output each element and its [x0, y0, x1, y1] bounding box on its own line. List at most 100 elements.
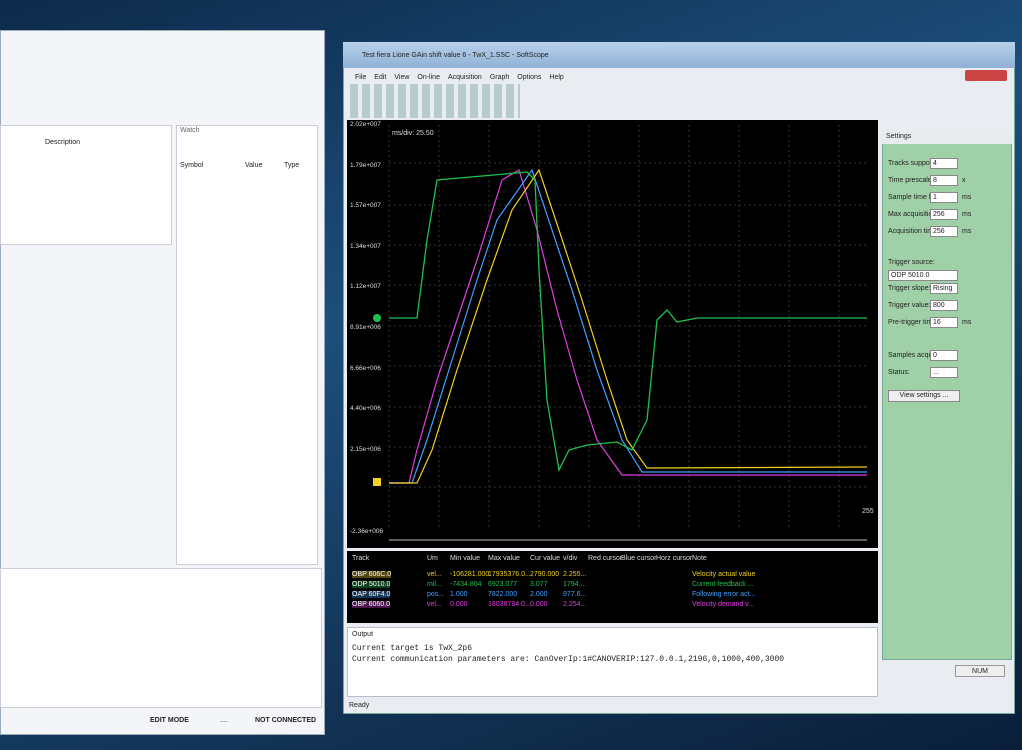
- toolbar: [350, 84, 520, 118]
- column-header: Track: [352, 555, 369, 562]
- column-header: Max value: [488, 555, 520, 562]
- column-header: Min value: [450, 555, 480, 562]
- trace-marker: [373, 478, 381, 486]
- menu-item[interactable]: Edit: [374, 74, 386, 81]
- field-value[interactable]: ...: [930, 367, 958, 378]
- cell: 3.077: [530, 581, 548, 588]
- cell: OBP 606C.0: [352, 571, 391, 578]
- y-tick-label: 1.12e+007: [350, 283, 381, 290]
- cell: 2.000: [530, 591, 548, 598]
- field-value[interactable]: 16: [930, 317, 958, 328]
- watch-title: Watch: [180, 127, 200, 134]
- menu-item[interactable]: Acquisition: [448, 74, 482, 81]
- description-header: Description: [45, 139, 80, 146]
- menu-item[interactable]: File: [355, 74, 366, 81]
- field-value[interactable]: 4: [930, 158, 958, 169]
- watch-panel: [176, 125, 318, 565]
- y-tick-label: 1.79e+007: [350, 162, 381, 169]
- description-panel: [0, 125, 172, 245]
- field-unit: x: [962, 177, 966, 184]
- menu-item[interactable]: On-line: [417, 74, 440, 81]
- mode: EDIT MODE: [150, 717, 189, 724]
- output-line: Current communication parameters are: Ca…: [352, 654, 784, 665]
- cell: 0.000: [530, 601, 548, 608]
- cell: 1.000: [450, 591, 468, 598]
- y-tick-label: 6.66e+006: [350, 365, 381, 372]
- dots: ....: [220, 717, 228, 724]
- column-header: Blue cursor: [621, 555, 656, 562]
- status-ready: Ready: [349, 702, 369, 709]
- menu-item[interactable]: View: [394, 74, 409, 81]
- cell: 17935376.0...: [488, 571, 531, 578]
- cell: vel...: [427, 601, 442, 608]
- x-end: 255: [862, 508, 874, 515]
- watch-column: Symbol: [180, 162, 203, 169]
- trace-marker: [373, 314, 381, 322]
- field-unit: ms: [962, 228, 971, 235]
- field-value[interactable]: 256: [930, 226, 958, 237]
- cell: pos...: [427, 591, 444, 598]
- column-header: Um: [427, 555, 438, 562]
- y-tick-label: 2.15e+006: [350, 446, 381, 453]
- cell: OBP 6060.0: [352, 601, 390, 608]
- connection: NOT CONNECTED: [255, 717, 316, 724]
- field-unit: ms: [962, 211, 971, 218]
- field-value[interactable]: 1: [930, 192, 958, 203]
- window-controls[interactable]: [965, 70, 1007, 81]
- cell: 18038784.0...: [488, 601, 531, 608]
- field-value[interactable]: 0: [930, 350, 958, 361]
- cell: Following error act...: [692, 591, 755, 598]
- y-tick-label: 8.91e+006: [350, 324, 381, 331]
- column-header: Red cursor: [588, 555, 622, 562]
- cell: vel...: [427, 571, 442, 578]
- cell: OAP 60F4.0: [352, 591, 390, 598]
- cell: 7822.000: [488, 591, 517, 598]
- field-label: Trigger source:: [888, 259, 935, 266]
- field-label: Trigger value:: [888, 302, 931, 309]
- button[interactable]: View settings ...: [888, 390, 960, 402]
- column-header: Note: [692, 555, 707, 562]
- field-value[interactable]: 256: [930, 209, 958, 220]
- menu-item[interactable]: Help: [549, 74, 563, 81]
- cell: 6923.077: [488, 581, 517, 588]
- trigger-source[interactable]: ODP 5010.0: [888, 270, 958, 281]
- field-value[interactable]: 8: [930, 175, 958, 186]
- field-label: Trigger slope:: [888, 285, 931, 292]
- div-label: ms/div: 25.50: [392, 130, 434, 137]
- y-tick-label: 1.57e+007: [350, 202, 381, 209]
- menu-item[interactable]: Graph: [490, 74, 509, 81]
- y-tick-label: 1.34e+007: [350, 243, 381, 250]
- watch-column: Value: [245, 162, 262, 169]
- settings-title: Settings: [886, 133, 911, 140]
- cell: -7434.804: [450, 581, 482, 588]
- y-tick-label: 4.40e+006: [350, 405, 381, 412]
- cell: 2790.000: [530, 571, 559, 578]
- y-tick-label: -2.36e+006: [350, 528, 383, 535]
- field-value[interactable]: Rising: [930, 283, 958, 294]
- cell: Current feedback ...: [692, 581, 753, 588]
- cell: -106281.000: [450, 571, 489, 578]
- field-label: Time prescaler:: [888, 177, 936, 184]
- menu-bar: File Edit View On-line Acquisition Graph Optio…: [355, 74, 564, 81]
- scope: [347, 120, 878, 548]
- num-indicator: NUM: [955, 665, 1005, 677]
- y-tick-label: 2.02e+007: [350, 121, 381, 128]
- field-unit: ms: [962, 194, 971, 201]
- cell: 977.6...: [563, 591, 586, 598]
- window-title: Test fiera Lione GAin shift value 6 - Tw…: [362, 52, 549, 59]
- cell: 0.000: [450, 601, 468, 608]
- cell: Velocity actual value: [692, 571, 755, 578]
- output-line: Current target is TwX_2p6: [352, 643, 784, 654]
- menu-item[interactable]: Options: [517, 74, 541, 81]
- watch-column: Type: [284, 162, 299, 169]
- output-title: Output: [352, 631, 373, 638]
- field-unit: ms: [962, 319, 971, 326]
- scope-grid: [389, 125, 867, 530]
- screen: Description Watch EDIT MODE .... NOT CON…: [0, 0, 1022, 750]
- column-header: Horz cursor: [656, 555, 692, 562]
- column-header: v/div: [563, 555, 577, 562]
- field-value[interactable]: 800: [930, 300, 958, 311]
- cell: 2.255...: [563, 571, 586, 578]
- cell: 1794....: [563, 581, 586, 588]
